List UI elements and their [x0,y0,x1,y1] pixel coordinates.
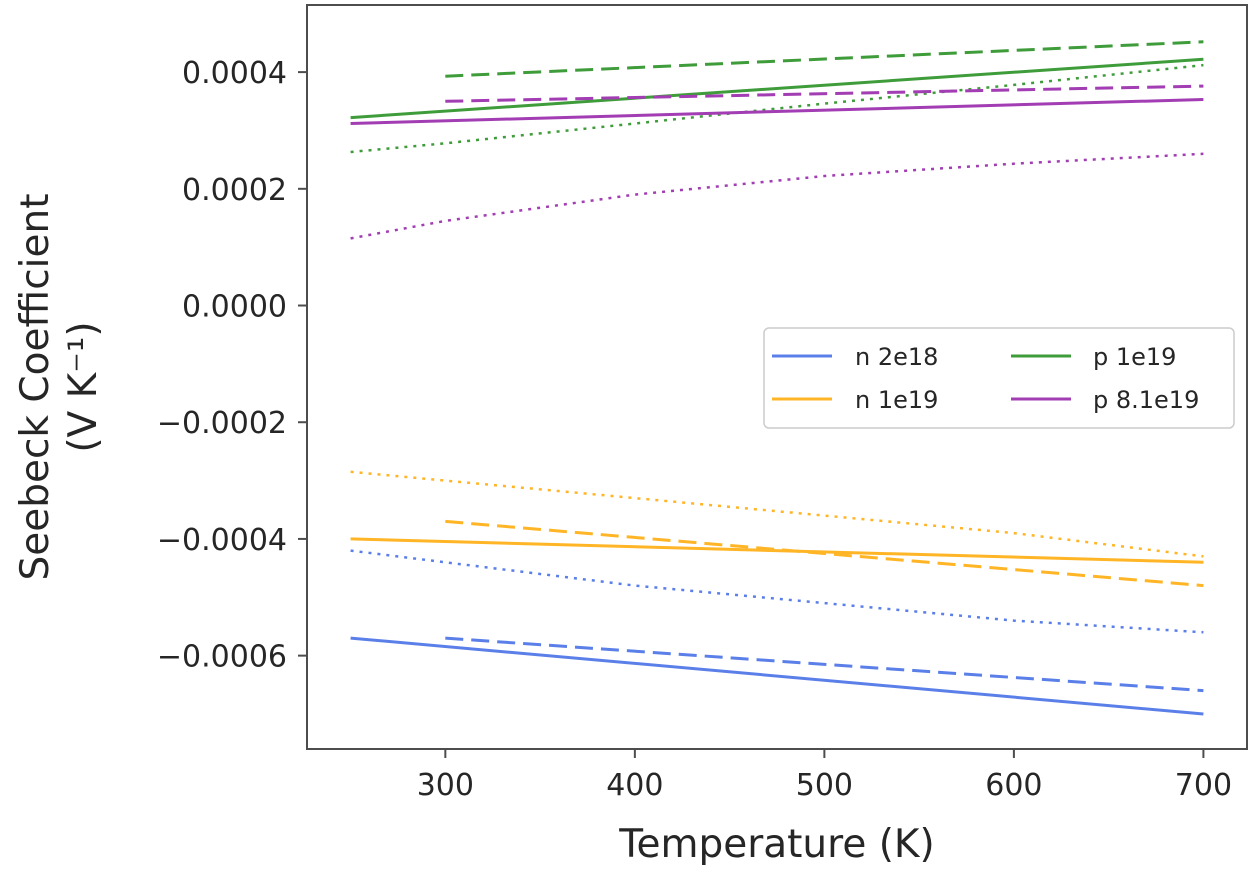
x-tick-label: 700 [1175,768,1232,803]
y-tick-label: −0.0004 [157,523,287,558]
legend-label-p-1e19: p 1e19 [1093,343,1176,371]
legend: n 2e18 n 1e19 p 1e19 p 8.1e19 [763,327,1235,429]
series-line-p-8.1e19-solid [350,98,1204,125]
series-line-p-8.1e19-dashed [445,84,1204,103]
y-axis-label: Seebeck Coefficient (V K⁻¹) [13,194,106,581]
series-line-n-2e18-dashed [445,636,1204,693]
series-line-p-1e19-solid [350,57,1204,120]
y-axis-label-line1: Seebeck Coefficient [13,194,58,581]
y-tick-label: 0.0002 [182,173,287,208]
x-tick-label: 600 [985,768,1042,803]
series-layer [350,40,1204,716]
y-tick-label: 0.0000 [182,290,287,325]
legend-label-n-2e18: n 2e18 [855,343,938,371]
x-axis-label: Temperature (K) [618,822,934,867]
x-tick-label: 500 [796,768,853,803]
y-ticks: 0.0004 0.0002 0.0000 −0.0002 −0.0004 −0.0006 [157,56,307,675]
legend-label-p-8.1e19: p 8.1e19 [1093,386,1199,414]
y-tick-label: −0.0006 [157,640,287,675]
y-axis-label-line2: (V K⁻¹) [61,321,106,452]
y-tick-label: 0.0004 [182,56,287,91]
x-tick-label: 400 [606,768,663,803]
series-line-n-1e19-dotted [350,470,1204,558]
y-tick-label: −0.0002 [157,406,287,441]
x-ticks: 300 400 500 600 700 [417,749,1232,803]
legend-label-n-1e19: n 1e19 [855,386,938,414]
x-tick-label: 300 [417,768,474,803]
series-line-n-1e19-solid [350,537,1204,564]
series-line-p-1e19-dashed [445,40,1204,78]
series-line-n-2e18-solid [350,636,1204,716]
legend-box [763,327,1235,429]
series-line-n-1e19-dashed [445,519,1204,588]
